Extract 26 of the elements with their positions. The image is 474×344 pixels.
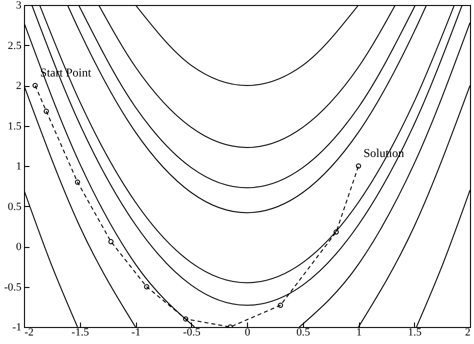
- x-tick-label: 0.5: [296, 326, 311, 338]
- y-tick-label: 2: [16, 80, 22, 92]
- point: [278, 302, 284, 308]
- y-tick-label: -0.5: [4, 281, 22, 294]
- x-tick-label: -1.5: [72, 326, 90, 338]
- x-tick-label: 1.5: [408, 326, 422, 338]
- x-tick-label: -0.5: [183, 326, 201, 338]
- point: [74, 179, 80, 185]
- y-tick-label: 1.5: [8, 120, 22, 132]
- point: [183, 316, 188, 322]
- y-tick-label: 0: [16, 241, 22, 253]
- x-tick-label: -1: [131, 326, 141, 338]
- x-tick-label: 2: [465, 326, 470, 338]
- point: [108, 239, 114, 244]
- point: [334, 229, 339, 235]
- y-tick-label: 0.5: [8, 200, 22, 213]
- x-tick-label: 1: [356, 326, 362, 338]
- y-tick-label: 2.5: [8, 40, 22, 52]
- y-tick-label: 1: [16, 160, 22, 172]
- x-tick-label: 0: [244, 326, 251, 338]
- y-tick-label: 3: [16, 0, 22, 12]
- point: [144, 284, 150, 290]
- point: [356, 163, 362, 169]
- point: [44, 108, 49, 114]
- x-tick-label: -2: [24, 326, 34, 338]
- point: [32, 82, 38, 88]
